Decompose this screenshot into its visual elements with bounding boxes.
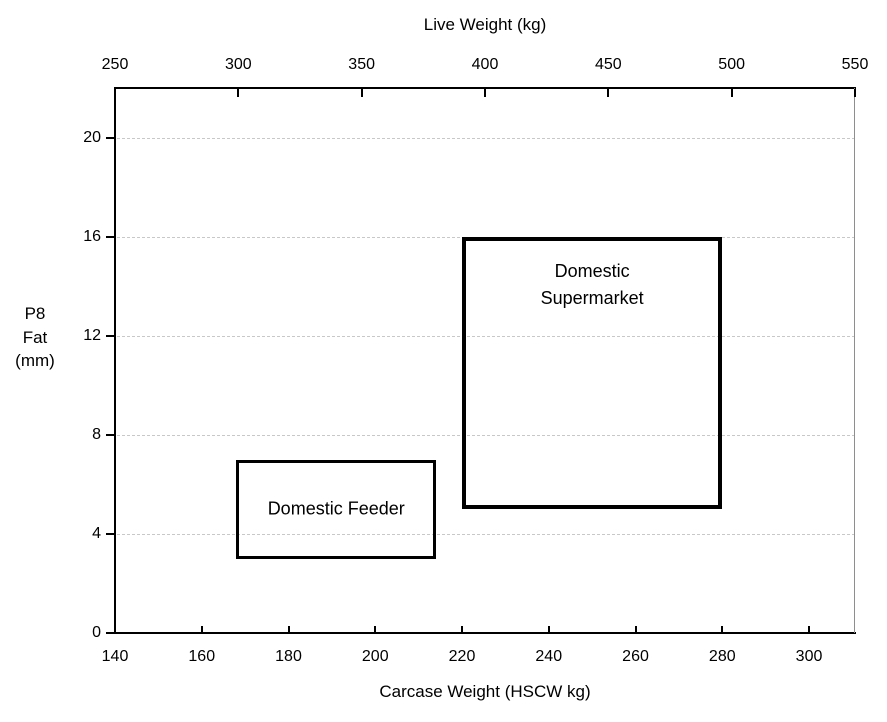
tick-left-12 (106, 334, 114, 337)
tick-left-0 (106, 632, 114, 634)
ticklabel-bottom-200: 200 (361, 648, 389, 665)
gridline-y-12 (117, 335, 855, 337)
tick-top-500 (730, 89, 733, 97)
ticklabel-left-8: 8 (92, 425, 101, 443)
tick-top-450 (607, 89, 610, 97)
ticklabel-top-500: 500 (718, 56, 746, 73)
ticklabel-bottom-140: 140 (101, 648, 129, 665)
tick-top-550 (854, 89, 856, 97)
tick-bottom-300 (808, 626, 811, 632)
gridline-y-8 (117, 434, 855, 436)
ticklabel-bottom-180: 180 (275, 648, 302, 665)
tick-bottom-280 (721, 626, 724, 632)
ticklabel-bottom-240: 240 (535, 648, 563, 665)
ticklabel-top-450: 450 (594, 56, 622, 73)
gridline-y-4 (117, 533, 855, 535)
tick-top-300 (237, 89, 240, 97)
tick-top-250 (114, 89, 116, 97)
ticklabel-bottom-260: 260 (622, 648, 649, 665)
region-domestic-supermarket (462, 236, 723, 510)
ticklabel-bottom-300: 300 (795, 648, 823, 665)
ticklabel-top-300: 300 (224, 56, 252, 73)
ticklabel-top-350: 350 (348, 56, 376, 73)
axis-line-left (114, 87, 116, 634)
plot-border-right (854, 88, 855, 633)
ticklabel-left-12: 12 (83, 326, 101, 344)
ticklabel-left-16: 16 (83, 227, 101, 245)
tick-bottom-160 (200, 626, 203, 632)
ticklabel-bottom-280: 280 (708, 648, 736, 665)
ticklabel-left-0: 0 (92, 624, 101, 641)
x-axis-title: Carcase Weight (HSCW kg) (379, 682, 591, 701)
axis-line-bottom (114, 632, 856, 634)
tick-bottom-260 (634, 626, 637, 632)
tick-left-4 (106, 532, 114, 535)
ticklabel-top-400: 400 (471, 56, 499, 73)
region-domestic-feeder (236, 459, 436, 559)
axis-line-top (114, 87, 856, 89)
tick-bottom-220 (461, 626, 463, 632)
tick-left-8 (106, 433, 114, 436)
tick-top-350 (360, 89, 363, 97)
region-label-domestic-feeder: Domestic Feeder (267, 498, 405, 519)
ticklabel-bottom-160: 160 (188, 648, 216, 665)
region-label-domestic-supermarket: Domestic Supermarket (540, 260, 644, 308)
ticklabel-left-4: 4 (92, 524, 101, 542)
tick-bottom-240 (547, 626, 550, 632)
tick-left-20 (106, 136, 114, 139)
ticklabel-left-20: 20 (83, 128, 101, 146)
gridline-y-20 (117, 137, 855, 139)
ticklabel-top-250: 250 (101, 56, 129, 73)
tick-top-400 (484, 89, 486, 97)
tick-bottom-140 (114, 626, 116, 632)
ticklabel-bottom-220: 220 (448, 648, 476, 665)
top-axis-title: Live Weight (kg) (423, 15, 547, 34)
y-axis-title: P8 Fat (mm) (15, 304, 55, 370)
tick-left-16 (106, 235, 114, 238)
tick-bottom-200 (374, 626, 377, 632)
tick-bottom-180 (287, 626, 290, 632)
ticklabel-top-550: 550 (841, 56, 869, 73)
